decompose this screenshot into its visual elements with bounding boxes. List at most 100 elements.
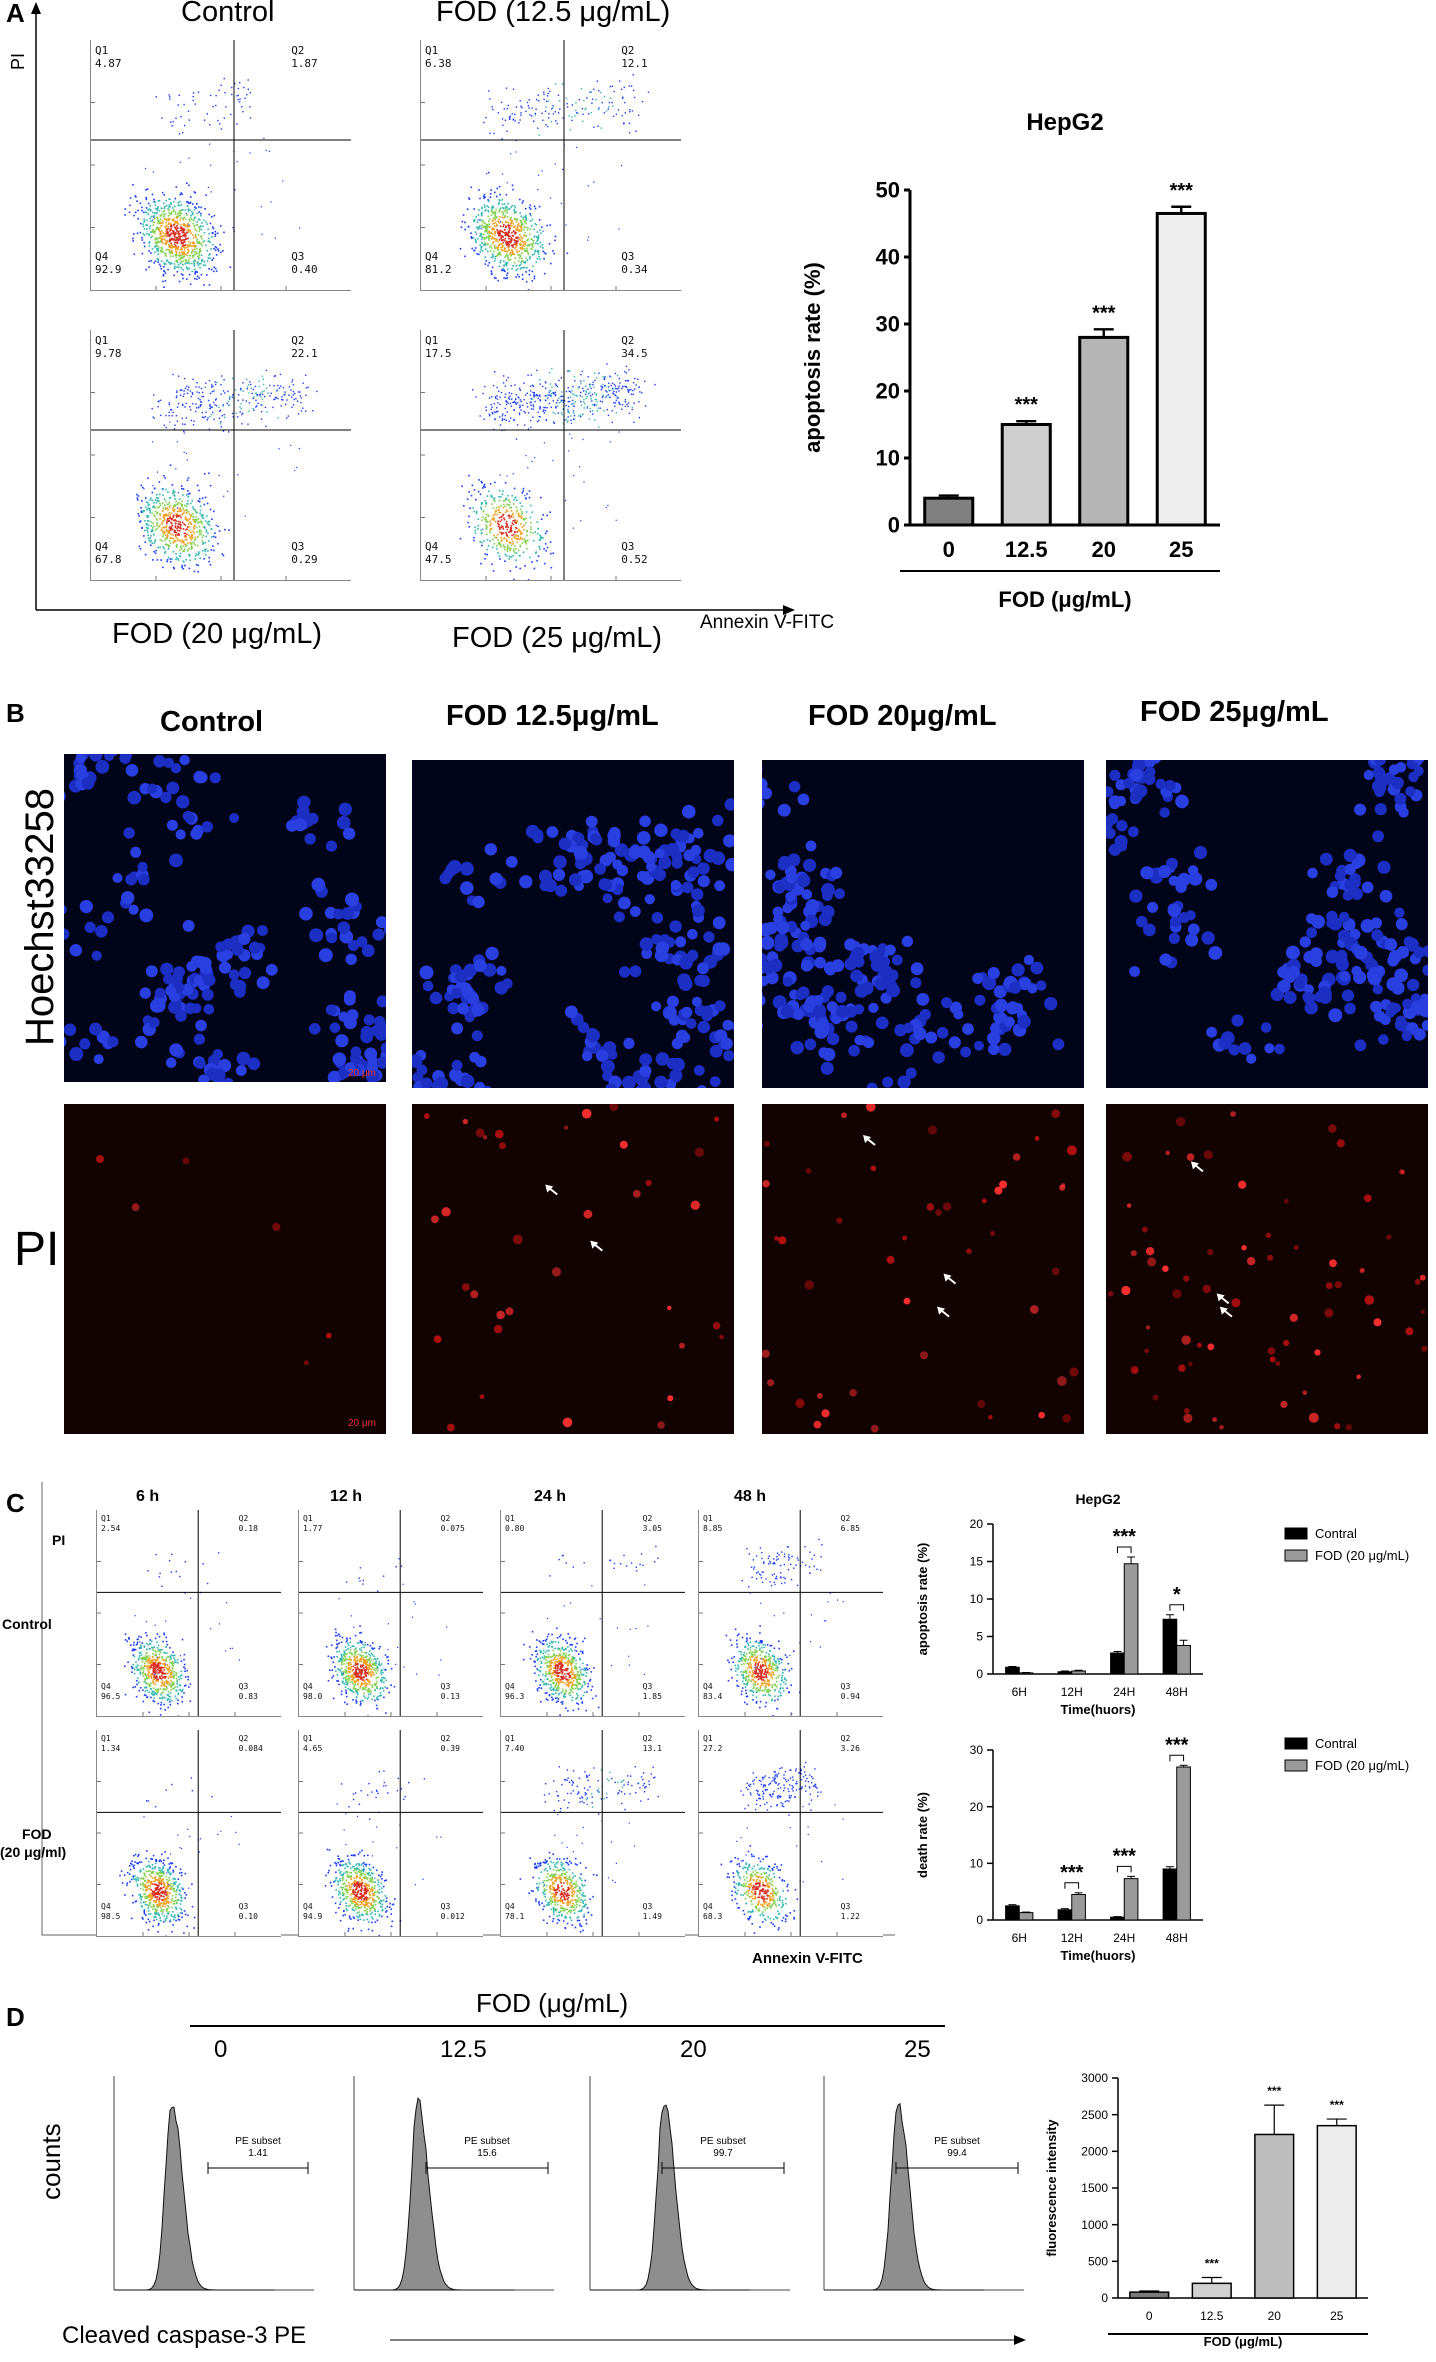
panel-a-letter: A bbox=[6, 0, 25, 28]
flow-events bbox=[459, 363, 656, 580]
apoptotic-cell-arrow bbox=[1190, 1161, 1204, 1173]
y-tick-label: 20 bbox=[876, 379, 900, 404]
bar bbox=[1316, 2124, 1357, 2299]
y-tick-label: 0 bbox=[976, 1667, 983, 1681]
time-header-48h: 48 h bbox=[734, 1488, 767, 1505]
d-x-arrow bbox=[390, 2335, 1026, 2345]
chart-title: HepG2 bbox=[1075, 1491, 1120, 1507]
hist-curve bbox=[824, 2102, 984, 2291]
col-header-fod-12-5: FOD 12.5μg/mL bbox=[446, 700, 659, 732]
y-tick-label: 10 bbox=[876, 446, 900, 471]
quadrant-q3-value: Q3 0.94 bbox=[840, 1682, 860, 1701]
y-tick-label: 30 bbox=[876, 312, 900, 337]
pi-field bbox=[96, 1155, 332, 1366]
c-row-label-pi: PI bbox=[52, 1532, 66, 1548]
bar-fod bbox=[1176, 1645, 1191, 1675]
quadrant-q4-value: Q4 96.3 bbox=[505, 1682, 525, 1701]
flow-events bbox=[459, 74, 650, 290]
bar-fod bbox=[1018, 1672, 1034, 1675]
quadrant-q3-value: Q3 0.012 bbox=[440, 1902, 465, 1921]
hoechst-image-control bbox=[64, 754, 386, 1082]
flow-plot-fod-12-5: Q1 6.38 Q2 12.1 Q4 81.2 Q3 0.34 bbox=[420, 40, 681, 291]
chart-a-apoptosis: HepG2 0 10 20 30 40 50 apoptosis rate (%) 0 12.5 *… bbox=[800, 109, 1220, 612]
apoptotic-cell-arrow bbox=[590, 1240, 603, 1252]
x-tick-label: 25 bbox=[1330, 2309, 1344, 2323]
pi-field bbox=[1108, 1111, 1428, 1431]
apoptotic-cell-arrow bbox=[863, 1135, 876, 1146]
bar-fod bbox=[1123, 1878, 1139, 1921]
quadrant-q3-value: Q3 0.40 bbox=[291, 250, 318, 276]
apoptotic-cell-arrow bbox=[545, 1184, 558, 1196]
x-tick-label: 12.5 bbox=[1200, 2309, 1224, 2323]
x-tick-label: 24H bbox=[1113, 1685, 1135, 1699]
d-x-label: Cleaved caspase-3 PE bbox=[62, 2322, 307, 2349]
significance-bracket bbox=[1116, 1865, 1132, 1873]
d-header-line bbox=[190, 2025, 945, 2027]
bar bbox=[1129, 2291, 1170, 2299]
quadrant-q1-value: Q1 4.65 bbox=[303, 1734, 323, 1753]
pi-image-control bbox=[64, 1104, 386, 1434]
quadrant-q1-value: Q1 4.87 bbox=[95, 44, 122, 70]
quadrant-q2-value: Q2 3.26 bbox=[840, 1734, 860, 1753]
flow-events bbox=[519, 1766, 659, 1933]
apoptotic-cell-arrow bbox=[937, 1306, 950, 1318]
quadrant-q1-value: Q1 1.77 bbox=[303, 1514, 323, 1533]
significance-mark: *** bbox=[1113, 1526, 1137, 1548]
quadrant-q3-value: Q3 0.83 bbox=[238, 1682, 258, 1701]
flow-scatter bbox=[501, 1730, 685, 1936]
y-axis-label: apoptosis rate (%) bbox=[915, 1543, 930, 1656]
quadrant-q1-value: Q1 0.80 bbox=[505, 1514, 525, 1533]
significance-mark: *** bbox=[1165, 1734, 1189, 1756]
cells bbox=[423, 1104, 724, 1432]
panel-a-y-label: PI bbox=[8, 52, 28, 70]
y-tick-label: 1000 bbox=[1081, 2218, 1108, 2232]
bar-control bbox=[1057, 1909, 1073, 1921]
quadrant-q3-value: Q3 0.10 bbox=[238, 1902, 258, 1921]
nuclei-field bbox=[412, 798, 734, 1088]
x-tick-label: 20 bbox=[1092, 537, 1116, 562]
x-tick-label: 12H bbox=[1061, 1931, 1083, 1945]
flow-scatter bbox=[421, 330, 681, 580]
quadrant-q3-value: Q3 1.22 bbox=[840, 1902, 860, 1921]
x-tick-label: 6H bbox=[1012, 1931, 1027, 1945]
flow-events bbox=[324, 1770, 442, 1936]
c-x-label: Annexin V-FITC bbox=[752, 1950, 863, 1967]
y-tick-label: 3000 bbox=[1081, 2071, 1108, 2085]
pi-image-fod-20 bbox=[762, 1104, 1084, 1434]
quadrant-q3-value: Q3 0.52 bbox=[621, 540, 648, 566]
x-tick-label: 12H bbox=[1061, 1685, 1083, 1699]
c-flow-fod-6h: Q1 1.34 Q2 0.084 Q4 98.5 Q3 0.10 bbox=[96, 1730, 281, 1937]
y-tick-label: 20 bbox=[970, 1517, 984, 1531]
quadrant-q3-value: Q3 1.49 bbox=[642, 1902, 662, 1921]
bar-control bbox=[1005, 1905, 1020, 1921]
significance-mark: *** bbox=[1330, 2098, 1344, 2112]
quadrant-q2-value: Q2 3.05 bbox=[642, 1514, 662, 1533]
x-tick-label: 25 bbox=[1169, 537, 1193, 562]
y-tick-label: 20 bbox=[970, 1800, 984, 1814]
x-tick-label: 6H bbox=[1012, 1685, 1027, 1699]
pe-subset-value: 99.7 bbox=[713, 2148, 733, 2159]
flow-events bbox=[725, 1538, 844, 1716]
row-label-pi: PI bbox=[14, 1223, 60, 1276]
bar bbox=[1000, 423, 1052, 527]
quadrant-q4-value: Q4 96.5 bbox=[101, 1682, 121, 1701]
flow-scatter bbox=[421, 40, 681, 290]
c-flow-control-48h: Q1 8.85 Q2 6.85 Q4 83.4 Q3 0.94 bbox=[698, 1510, 883, 1717]
flow-events bbox=[325, 1558, 448, 1716]
y-tick-label: 30 bbox=[970, 1743, 984, 1757]
significance-bracket bbox=[1169, 1604, 1185, 1611]
quadrant-q3-value: Q3 0.13 bbox=[440, 1682, 460, 1701]
nuclei-field bbox=[762, 765, 1065, 1088]
quadrant-q1-value: Q1 2.54 bbox=[101, 1514, 121, 1533]
x-tick-label: 12.5 bbox=[1005, 537, 1048, 562]
panel-d-letter: D bbox=[6, 2002, 25, 2032]
hist-curve bbox=[354, 2097, 514, 2291]
y-tick-label: 0 bbox=[888, 513, 900, 538]
quadrant-q4-value: Q4 78.1 bbox=[505, 1902, 525, 1921]
c-flow-fod-48h: Q1 27.2 Q2 3.26 Q4 68.3 Q3 1.22 bbox=[698, 1730, 883, 1937]
significance-bracket bbox=[1116, 1546, 1132, 1553]
chart-c-apoptosis: HepG2 0 5 10 15 20 apoptosis rate (%) 6H 12H 24H *… bbox=[915, 1491, 1409, 1717]
legend-swatch bbox=[1284, 1759, 1308, 1772]
